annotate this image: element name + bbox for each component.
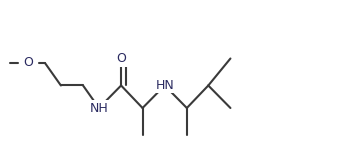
Text: HN: HN xyxy=(155,79,174,92)
Text: O: O xyxy=(116,52,126,65)
Text: NH: NH xyxy=(90,102,108,114)
Text: O: O xyxy=(24,57,33,69)
